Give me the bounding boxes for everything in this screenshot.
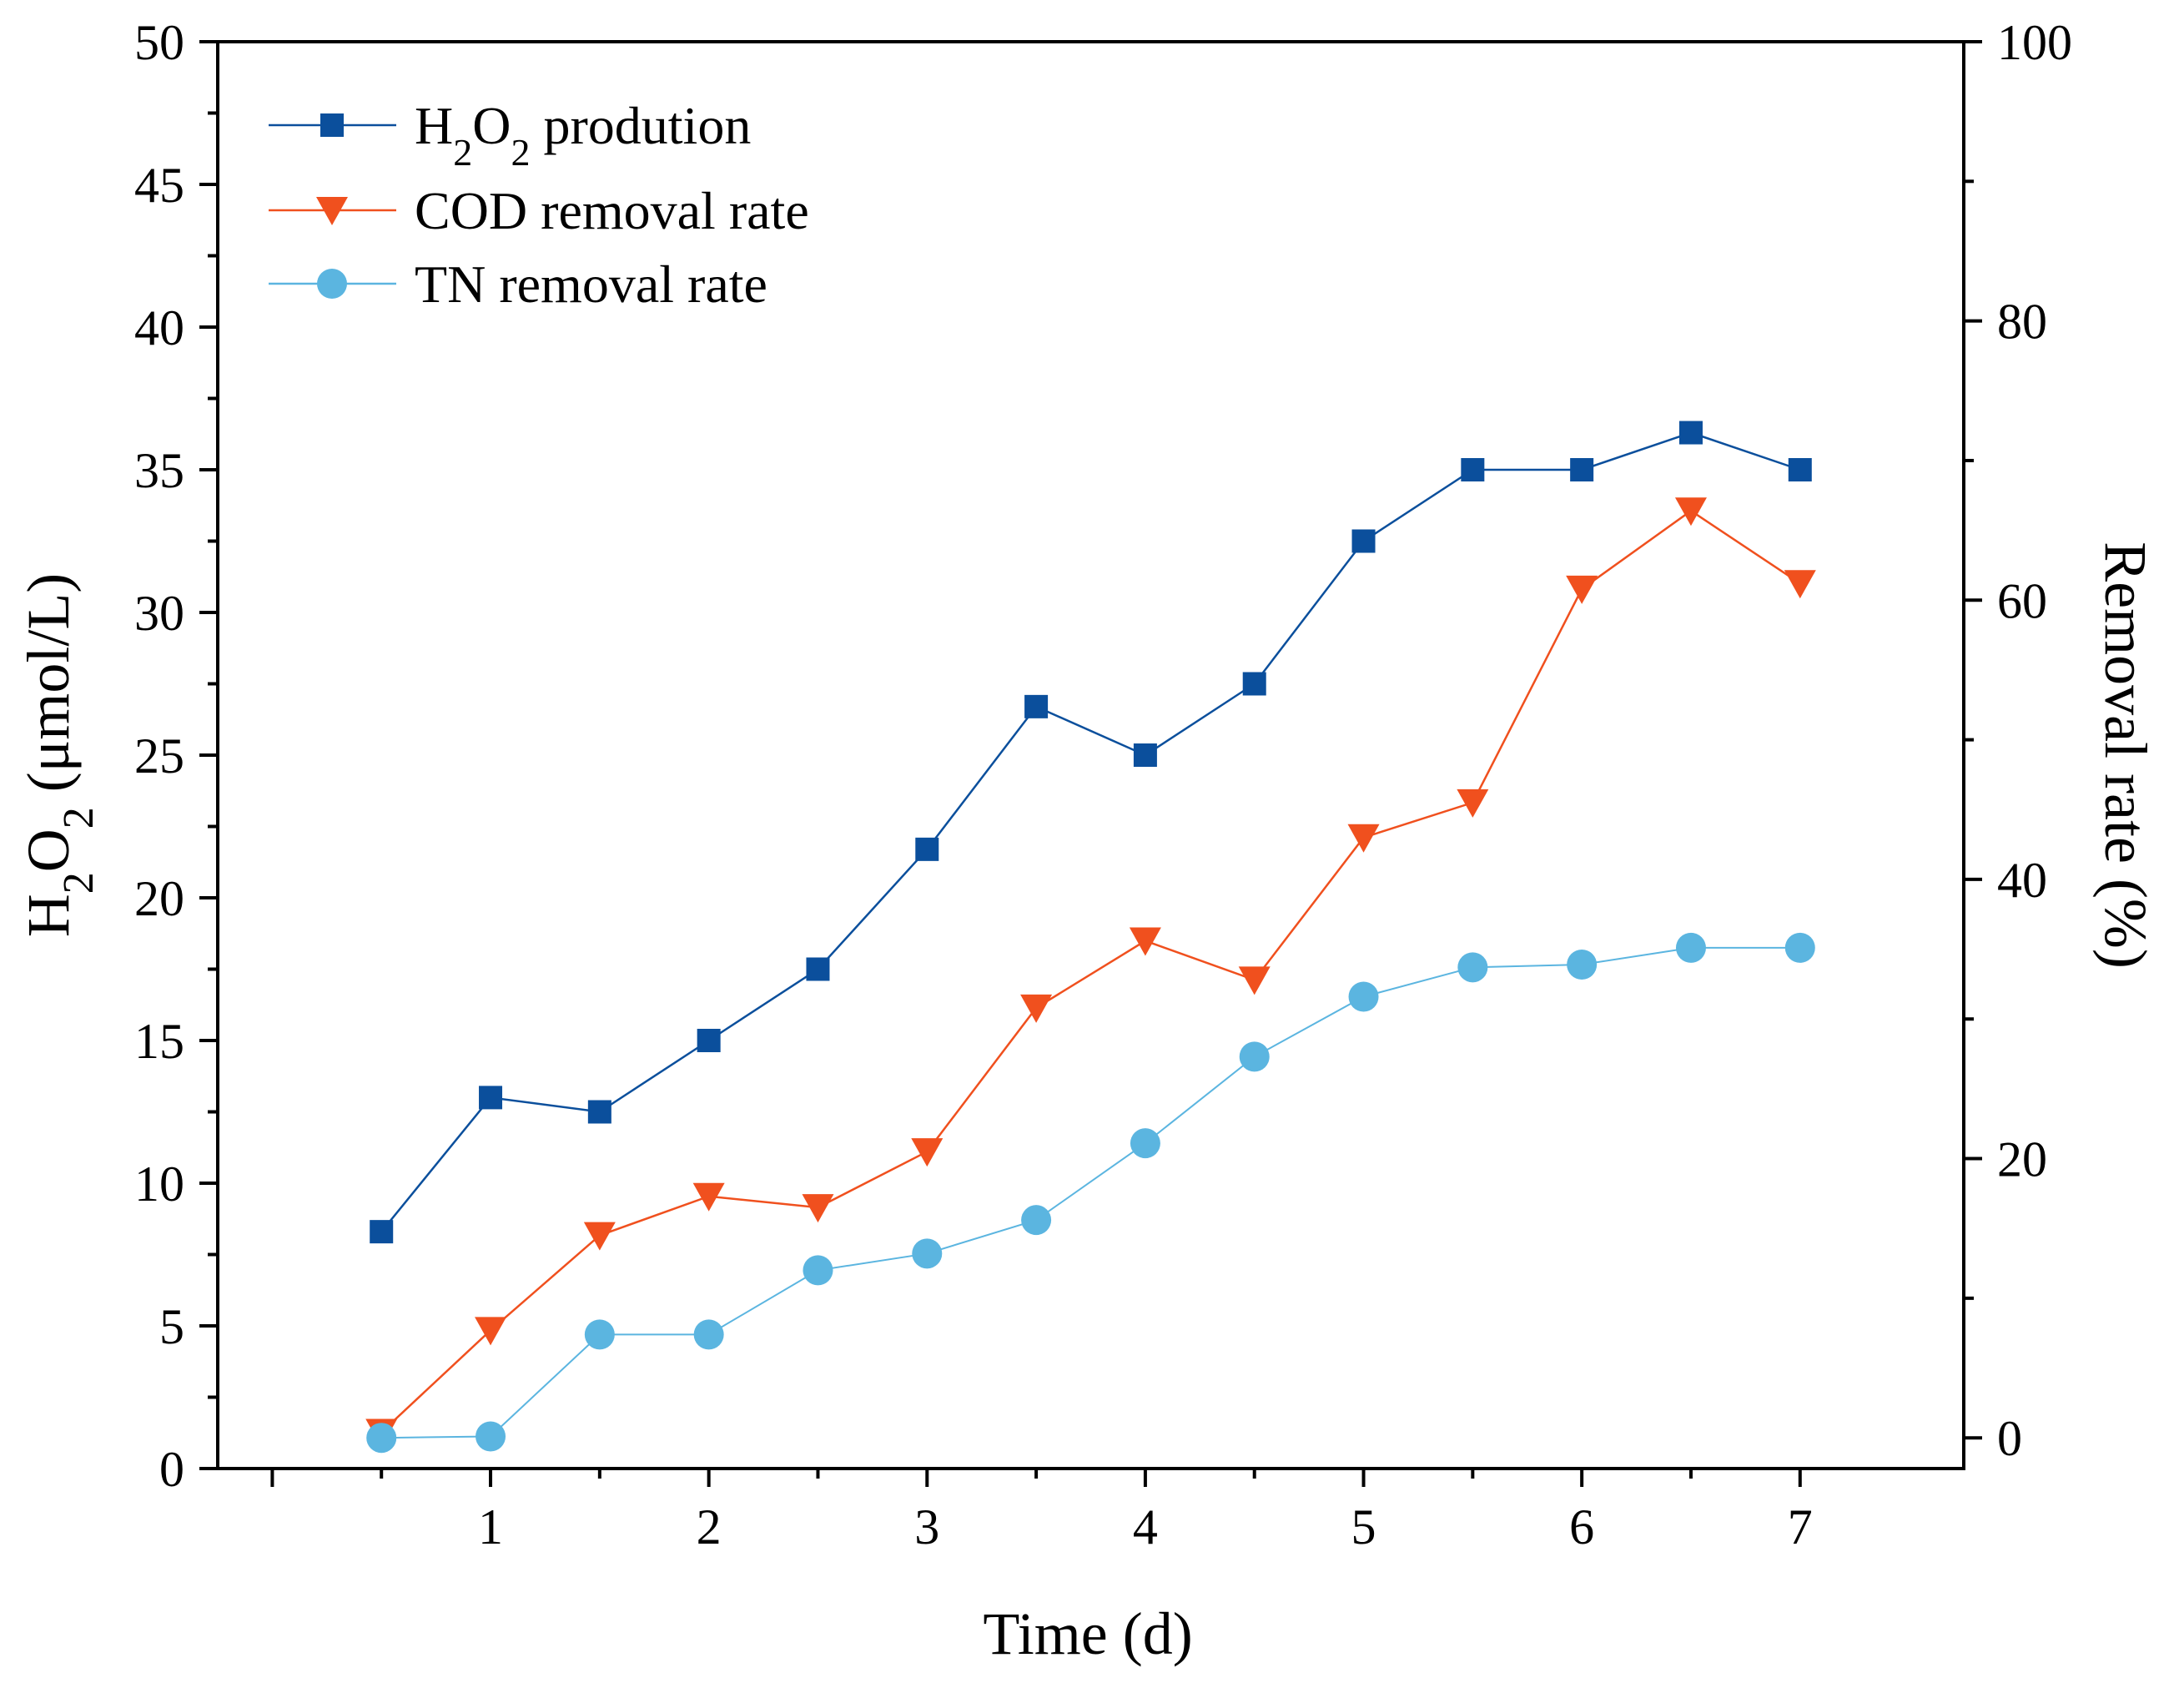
data-point: [475, 1317, 507, 1346]
series-tn-removal-rate: [366, 932, 1815, 1454]
legend-marker: [320, 113, 344, 137]
data-point: [1348, 981, 1379, 1012]
data-point: [1347, 824, 1380, 853]
data-point: [1024, 694, 1049, 718]
legend-item: H2O2 prodution: [269, 96, 751, 174]
data-point: [697, 1029, 721, 1052]
series-line: [380, 431, 1801, 1232]
x-tick-label: 2: [697, 1499, 722, 1554]
data-point: [1461, 458, 1485, 481]
right-tick-label: 0: [1997, 1411, 2022, 1466]
data-point: [1021, 1205, 1052, 1236]
data-point: [1675, 932, 1706, 963]
right-tick-label: 80: [1997, 295, 2047, 350]
series-cod-removal-rate: [365, 497, 1816, 1448]
data-point: [476, 1421, 506, 1452]
series-line: [380, 509, 1801, 1434]
data-point: [1678, 421, 1703, 445]
legend-label: H2O2 prodution: [415, 96, 751, 174]
data-point: [370, 1220, 394, 1244]
series-h2o2-prodution: [370, 421, 1812, 1244]
data-point: [1133, 743, 1157, 767]
legend-label: COD removal rate: [415, 181, 809, 240]
legend-marker: [316, 197, 348, 225]
left-tick-label: 25: [134, 728, 184, 784]
left-tick-label: 50: [134, 15, 184, 70]
data-point: [1238, 966, 1271, 995]
data-point: [1784, 570, 1816, 599]
data-point: [1020, 994, 1053, 1023]
data-point: [1674, 497, 1707, 527]
left-tick-label: 40: [134, 300, 184, 355]
legend: H2O2 prodution COD removal rate TN removal…: [269, 96, 809, 314]
left-tick-label: 20: [134, 871, 184, 926]
data-point: [1788, 458, 1812, 481]
left-axis: 0 5 10 15 20 25 30 35 40 45 50: [134, 15, 218, 1497]
legend-label: TN removal rate: [415, 254, 767, 314]
data-point: [1129, 927, 1161, 956]
left-tick-label: 15: [134, 1014, 184, 1069]
right-axis-title: Removal rate (%): [2092, 542, 2159, 969]
data-point: [1242, 672, 1266, 696]
data-point: [1130, 1128, 1160, 1159]
x-tick-label: 3: [914, 1499, 939, 1554]
series-layer: [365, 421, 1816, 1454]
data-point: [692, 1182, 725, 1212]
data-point: [806, 957, 830, 981]
data-point: [911, 1138, 944, 1167]
right-tick-label: 60: [1997, 573, 2047, 628]
x-tick-label: 7: [1788, 1499, 1813, 1554]
left-tick-label: 30: [134, 586, 184, 641]
data-point: [912, 1238, 943, 1269]
data-point: [1351, 529, 1376, 553]
data-point: [1570, 458, 1594, 481]
right-axis: 0 20 40 60 80 100: [1964, 15, 2072, 1466]
left-tick-label: 10: [134, 1156, 184, 1212]
left-axis-title: H2O2 (μmol/L): [15, 573, 103, 938]
left-tick-label: 5: [159, 1299, 184, 1354]
x-tick-label: 6: [1569, 1499, 1594, 1554]
data-point: [915, 837, 939, 861]
data-point: [584, 1319, 615, 1350]
left-tick-label: 35: [134, 443, 184, 498]
data-point: [1566, 575, 1598, 604]
data-point: [366, 1423, 397, 1454]
data-point: [1239, 1041, 1270, 1072]
data-point: [1784, 932, 1815, 963]
data-point: [1567, 949, 1598, 980]
right-tick-label: 20: [1997, 1132, 2047, 1187]
right-tick-label: 100: [1997, 15, 2072, 70]
data-point: [693, 1319, 724, 1350]
right-tick-label: 40: [1997, 853, 2047, 908]
legend-item: COD removal rate: [269, 181, 809, 240]
legend-item: TN removal rate: [269, 254, 767, 314]
x-tick-label: 1: [478, 1499, 503, 1554]
legend-marker: [317, 269, 347, 299]
data-point: [1457, 789, 1489, 818]
data-point: [1457, 952, 1488, 983]
data-point: [479, 1086, 503, 1110]
data-point: [802, 1194, 834, 1223]
data-point: [583, 1222, 616, 1251]
x-tick-label: 4: [1133, 1499, 1158, 1554]
left-tick-label: 45: [134, 158, 184, 213]
x-axis-title: Time (d): [983, 1600, 1192, 1667]
x-axis: 1 2 3 4 5 6 7: [270, 1469, 1813, 1554]
data-point: [587, 1100, 611, 1124]
x-tick-label: 5: [1351, 1499, 1376, 1554]
series-line: [381, 946, 1800, 1439]
left-tick-label: 0: [159, 1442, 184, 1497]
data-point: [803, 1255, 833, 1286]
